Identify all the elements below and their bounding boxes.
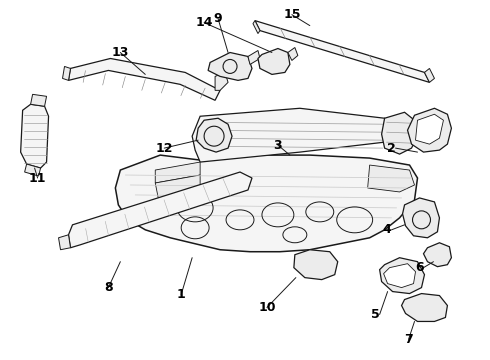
Text: 11: 11: [29, 171, 47, 185]
Text: 2: 2: [387, 141, 395, 155]
Polygon shape: [401, 293, 447, 321]
Polygon shape: [294, 250, 338, 280]
Text: 4: 4: [383, 223, 392, 236]
Polygon shape: [416, 114, 443, 144]
Polygon shape: [424, 68, 435, 82]
Text: 13: 13: [112, 46, 129, 59]
Polygon shape: [423, 243, 451, 267]
Polygon shape: [408, 108, 451, 152]
Polygon shape: [63, 67, 71, 80]
Text: 15: 15: [283, 8, 301, 21]
Text: 6: 6: [415, 261, 423, 274]
Polygon shape: [380, 258, 424, 293]
Polygon shape: [21, 104, 49, 168]
Polygon shape: [115, 155, 417, 252]
Polygon shape: [58, 235, 71, 250]
Polygon shape: [155, 175, 200, 198]
Text: 10: 10: [258, 301, 276, 314]
Polygon shape: [196, 118, 232, 152]
Polygon shape: [403, 198, 440, 238]
Polygon shape: [215, 72, 228, 90]
Polygon shape: [192, 108, 388, 162]
Polygon shape: [253, 21, 260, 33]
Polygon shape: [368, 165, 415, 192]
Polygon shape: [69, 58, 220, 100]
Text: 5: 5: [371, 308, 380, 321]
Polygon shape: [30, 94, 47, 106]
Polygon shape: [382, 112, 417, 154]
Polygon shape: [155, 162, 200, 183]
Polygon shape: [258, 49, 290, 75]
Text: 8: 8: [104, 281, 113, 294]
Polygon shape: [288, 48, 298, 60]
Polygon shape: [384, 264, 416, 288]
Text: 7: 7: [404, 333, 413, 346]
Polygon shape: [255, 21, 429, 82]
Polygon shape: [248, 50, 260, 64]
Text: 1: 1: [177, 288, 186, 301]
Text: 9: 9: [214, 12, 222, 25]
Text: 12: 12: [155, 141, 173, 155]
Polygon shape: [69, 172, 252, 248]
Text: 14: 14: [196, 16, 213, 29]
Text: 3: 3: [273, 139, 282, 152]
Polygon shape: [24, 164, 41, 176]
Polygon shape: [208, 53, 252, 80]
